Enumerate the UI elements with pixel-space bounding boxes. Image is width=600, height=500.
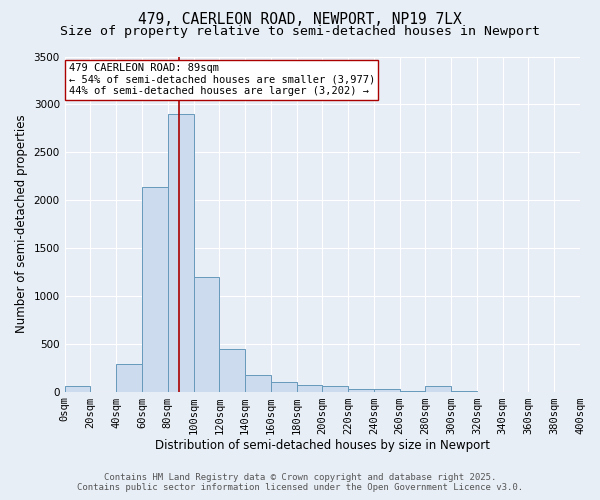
Text: Size of property relative to semi-detached houses in Newport: Size of property relative to semi-detach… xyxy=(60,25,540,38)
Bar xyxy=(116,364,142,392)
Text: Contains HM Land Registry data © Crown copyright and database right 2025.
Contai: Contains HM Land Registry data © Crown c… xyxy=(77,473,523,492)
Bar xyxy=(451,390,477,392)
Text: 479 CAERLEON ROAD: 89sqm
← 54% of semi-detached houses are smaller (3,977)
44% o: 479 CAERLEON ROAD: 89sqm ← 54% of semi-d… xyxy=(68,63,375,96)
Bar xyxy=(348,388,374,392)
Bar xyxy=(271,382,296,392)
Bar xyxy=(296,386,322,392)
Bar xyxy=(374,388,400,392)
Bar xyxy=(193,276,219,392)
Bar xyxy=(168,114,193,392)
Y-axis label: Number of semi-detached properties: Number of semi-detached properties xyxy=(15,114,28,334)
Bar xyxy=(65,386,91,392)
X-axis label: Distribution of semi-detached houses by size in Newport: Distribution of semi-detached houses by … xyxy=(155,440,490,452)
Bar xyxy=(322,386,348,392)
Bar xyxy=(245,375,271,392)
Bar xyxy=(400,390,425,392)
Bar xyxy=(219,348,245,392)
Text: 479, CAERLEON ROAD, NEWPORT, NP19 7LX: 479, CAERLEON ROAD, NEWPORT, NP19 7LX xyxy=(138,12,462,28)
Bar xyxy=(142,186,168,392)
Bar xyxy=(425,386,451,392)
